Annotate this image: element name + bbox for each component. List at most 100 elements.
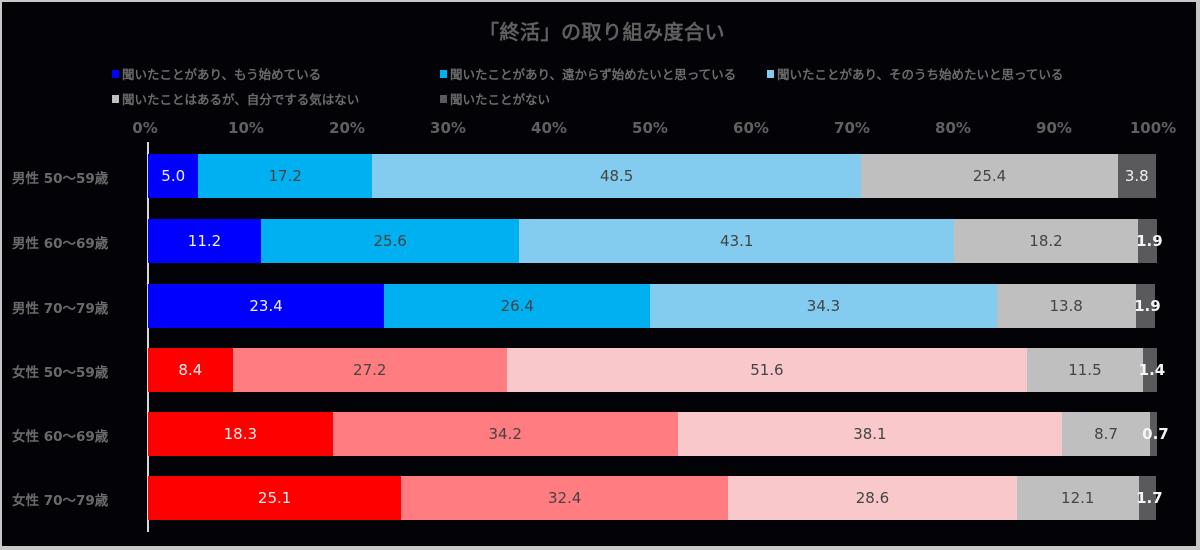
x-tick-label: 40%: [531, 119, 567, 137]
data-label: 32.4: [548, 489, 582, 507]
category-label: 男性 50～59歳: [12, 171, 109, 187]
category-label: 女性 70～79歳: [12, 493, 109, 509]
data-label: 26.4: [500, 297, 534, 315]
data-label: 27.2: [353, 361, 387, 379]
bar-segment: 11.5: [1026, 348, 1143, 392]
bar-segment: 26.4: [384, 284, 651, 328]
bar-segment: 1.7: [1136, 476, 1163, 520]
data-label: 11.2: [187, 232, 222, 250]
data-label: 34.2: [488, 425, 522, 443]
legend-item-soon: 聞いたことがあり、遠からず始めたいと思っている: [440, 64, 736, 83]
data-label: 1.9: [1134, 297, 1161, 315]
chart-title: 「終活」の取り組み度合い: [479, 20, 725, 44]
data-label: 12.1: [1061, 489, 1095, 507]
bar-segment: 1.9: [1134, 284, 1161, 328]
legend-swatch-icon: [440, 69, 447, 78]
category-label: 男性 70～79歳: [12, 301, 109, 317]
bar-segment: 27.2: [232, 348, 507, 392]
legend-swatch-icon: [767, 69, 774, 78]
data-label: 1.9: [1136, 232, 1163, 250]
bar-segment: 34.2: [332, 412, 678, 456]
bar-segment: 3.8: [1117, 154, 1156, 198]
bar-segment: 13.8: [996, 284, 1136, 328]
x-tick-label: 50%: [632, 119, 668, 137]
x-tick-label: 10%: [228, 119, 264, 137]
x-tick-label: 60%: [733, 119, 769, 137]
legend-item-no-intent: 聞いたことはあるが、自分でする気はない: [112, 89, 359, 108]
stacked-bar: 25.1 32.4 28.6 12.1 1.7: [148, 476, 1163, 520]
legend-label: 聞いたことがあり、そのうち始めたいと思っている: [777, 67, 1064, 82]
bar-segment: 25.4: [861, 154, 1118, 198]
data-label: 25.6: [373, 232, 407, 250]
data-label: 34.3: [806, 297, 841, 315]
data-label: 38.1: [853, 425, 887, 443]
data-label: 11.5: [1068, 361, 1102, 379]
x-tick-label: 100%: [1129, 119, 1177, 137]
data-label: 5.0: [161, 167, 186, 185]
bar-segment: 12.1: [1016, 476, 1139, 520]
legend-label: 聞いたことがあり、遠からず始めたいと思っている: [450, 67, 737, 82]
bar-segment: 25.6: [261, 219, 520, 263]
bar-segment: 11.2: [148, 219, 261, 263]
bar-segment: 18.3: [148, 412, 333, 456]
legend-swatch-icon: [112, 69, 119, 78]
legend-label: 聞いたことがない: [450, 92, 551, 107]
data-label: 8.7: [1094, 425, 1118, 443]
stacked-bar: 23.4 26.4 34.3 13.8 1.9: [148, 284, 1161, 328]
category-label: 女性 50～59歳: [12, 365, 109, 381]
x-tick-label: 30%: [430, 119, 466, 137]
bar-segment: 28.6: [728, 476, 1017, 520]
data-label: 3.8: [1124, 167, 1149, 185]
bar-segment: 48.5: [371, 154, 862, 198]
y-axis-line: [147, 142, 149, 532]
legend-item-someday: 聞いたことがあり、そのうち始めたいと思っている: [767, 64, 1063, 83]
x-tick-label: 0%: [132, 119, 158, 137]
category-label: 女性 60～69歳: [12, 429, 109, 445]
data-label: 18.3: [223, 425, 258, 443]
data-label: 51.6: [750, 361, 784, 379]
data-label: 17.2: [268, 167, 302, 185]
legend-swatch-icon: [112, 94, 119, 103]
x-tick-label: 80%: [935, 119, 971, 137]
bar-segment: 0.7: [1142, 412, 1169, 456]
stacked-bar: 8.4 27.2 51.6 11.5 1.4: [148, 348, 1165, 392]
data-label: 23.4: [249, 297, 283, 315]
x-tick-label: 20%: [329, 119, 365, 137]
stacked-bar: 18.3 34.2 38.1 8.7 0.7: [148, 412, 1169, 456]
bar-segment: 18.2: [954, 219, 1138, 263]
data-label: 25.4: [972, 167, 1007, 185]
bar-segment: 17.2: [198, 154, 372, 198]
legend-label: 聞いたことがあり、もう始めている: [122, 67, 322, 82]
x-tick-label: 90%: [1036, 119, 1072, 137]
category-label: 男性 60～69歳: [12, 236, 109, 252]
data-label: 13.8: [1049, 297, 1083, 315]
bar-segment: 25.1: [148, 476, 402, 520]
data-label: 48.5: [599, 167, 634, 185]
bar-segment: 23.4: [148, 284, 385, 328]
legend-swatch-icon: [440, 94, 447, 103]
stacked-bar: 5.0 17.2 48.5 25.4 3.8: [148, 154, 1157, 198]
bar-segment: 5.0: [148, 154, 199, 198]
data-label: 43.1: [720, 232, 754, 250]
legend-item-never-heard: 聞いたことがない: [440, 89, 550, 108]
bar-segment: 1.9: [1136, 219, 1163, 263]
data-label: 1.4: [1138, 361, 1166, 379]
bar-segment: 38.1: [677, 412, 1063, 456]
data-label: 0.7: [1142, 425, 1169, 443]
bar-segment: 34.3: [650, 284, 997, 328]
legend-label: 聞いたことはあるが、自分でする気はない: [122, 92, 360, 107]
bar-segment: 8.4: [148, 348, 233, 392]
data-label: 28.6: [855, 489, 890, 507]
x-tick-label: 70%: [834, 119, 870, 137]
bar-segment: 51.6: [506, 348, 1027, 392]
bar-segment: 1.4: [1139, 348, 1165, 392]
bar-segment: 8.7: [1062, 412, 1150, 456]
bar-segment: 32.4: [401, 476, 729, 520]
data-label: 1.7: [1136, 489, 1163, 507]
bar-segment: 43.1: [519, 219, 955, 263]
legend-item-started: 聞いたことがあり、もう始めている: [112, 64, 321, 83]
data-label: 8.4: [178, 361, 203, 379]
data-label: 18.2: [1029, 232, 1063, 250]
stacked-bar: 11.2 25.6 43.1 18.2 1.9: [148, 219, 1163, 263]
